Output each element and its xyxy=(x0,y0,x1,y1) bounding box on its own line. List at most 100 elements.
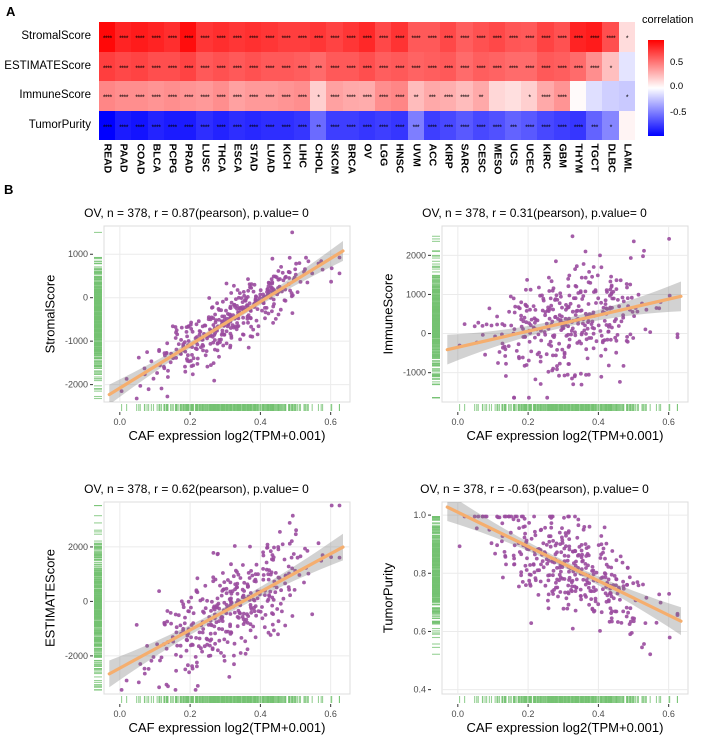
heatmap-cell-tumorpurity-chol: ** xyxy=(310,110,327,140)
significance-stars: **** xyxy=(200,94,210,102)
significance-stars: **** xyxy=(427,65,437,73)
significance-stars: **** xyxy=(184,124,193,132)
heatmap-cell-stromalscore-skcm: **** xyxy=(326,22,343,52)
heatmap-cell-stromalscore-meso: **** xyxy=(488,22,506,52)
heatmap-cell-estimatescore-skcm: **** xyxy=(326,51,343,81)
x-axis-rug xyxy=(459,404,679,411)
significance-stars: **** xyxy=(411,65,421,73)
heatmap-cell-estimatescore-ucs: **** xyxy=(505,51,522,81)
heatmap-cell-immunescore-ucs xyxy=(505,81,522,111)
heatmap-cell-estimatescore-coad: **** xyxy=(131,51,149,81)
heatmap-cell-immunescore-thca: **** xyxy=(212,81,230,111)
significance-stars: **** xyxy=(346,94,356,102)
significance-stars: **** xyxy=(135,65,145,73)
significance-stars: *** xyxy=(428,94,436,102)
heatmap-cell-estimatescore-brca: **** xyxy=(342,51,360,81)
scatter-canvas-immunescore: 0.0 0.2 0.4 0.6 2000 1000 0 -1000 xyxy=(403,225,689,427)
significance-stars: **** xyxy=(232,65,242,73)
significance-stars: **** xyxy=(362,65,372,73)
significance-stars: **** xyxy=(135,124,145,132)
x-axis-rug xyxy=(121,404,341,411)
heatmap-cell-tumorpurity-pcpg: **** xyxy=(163,110,181,140)
significance-stars: **** xyxy=(265,35,275,43)
heatmap-cell-tumorpurity-luad: **** xyxy=(261,110,278,140)
x-axis-rug xyxy=(121,696,341,703)
heatmap-cell-immunescore-kich: **** xyxy=(277,81,295,111)
svg-text:1000: 1000 xyxy=(406,289,426,299)
y-axis-rug xyxy=(94,504,102,691)
heatmap-cell-estimatescore-lihc: **** xyxy=(293,51,311,81)
x-axis-label: CAF expression log2(TPM+0.001) xyxy=(466,428,664,443)
axis-ticks: 0.0 0.2 0.4 0.6 2000 0 -2000 xyxy=(65,542,337,719)
heatmap-column-label-gbm: GBM xyxy=(556,143,569,169)
heatmap-row-label-immunescore: ImmuneScore xyxy=(19,89,91,101)
y-axis-rug xyxy=(432,515,440,655)
significance-stars: **** xyxy=(184,35,193,43)
heatmap-column-label-acc: ACC xyxy=(426,143,439,167)
heatmap-cell-tumorpurity-lihc: **** xyxy=(293,110,311,140)
heatmap-cell-estimatescore-kirc: **** xyxy=(537,51,555,81)
heatmap-cell-stromalscore-esca: **** xyxy=(228,22,246,52)
pancancer-heatmap: StromalScore **** **** **** **** **** **** ****… xyxy=(0,0,708,196)
heatmap-column-label-ov: OV xyxy=(361,143,374,159)
significance-stars: **** xyxy=(590,65,599,73)
heatmap-cell-estimatescore-esca: **** xyxy=(228,51,246,81)
heatmap-cell-tumorpurity-stad: **** xyxy=(245,110,262,140)
heatmap-cell-tumorpurity-ucs: *** xyxy=(505,110,522,140)
significance-stars: **** xyxy=(525,35,534,43)
panel-a-label: A xyxy=(6,4,16,19)
heatmap-cell-estimatescore-cesc: **** xyxy=(472,51,490,81)
heatmap-cell-tumorpurity-laml xyxy=(618,110,636,140)
significance-stars: **** xyxy=(281,35,291,43)
heatmap-cell-immunescore-stad: **** xyxy=(245,81,262,111)
heatmap-cell-tumorpurity-hnsc: **** xyxy=(391,110,408,140)
heatmap-cell-stromalscore-ov: **** xyxy=(358,22,376,52)
significance-stars: **** xyxy=(167,94,177,102)
regression-line xyxy=(445,505,683,623)
plot-title: OV, n = 378, r = 0.31(pearson), p.value=… xyxy=(422,206,647,220)
significance-stars: **** xyxy=(151,124,161,132)
heatmap-cell-immunescore-blca: **** xyxy=(147,81,165,111)
significance-stars: * xyxy=(625,94,629,102)
significance-stars: **** xyxy=(427,35,437,43)
heatmap-cell-estimatescore-laml xyxy=(618,51,636,81)
significance-stars: **** xyxy=(119,124,128,132)
heatmap-column-label-ucec: UCEC xyxy=(523,143,536,174)
significance-stars: **** xyxy=(330,124,340,132)
points-layer xyxy=(119,503,342,692)
x-axis-rug xyxy=(459,696,679,703)
heatmap-cell-tumorpurity-ucec: **** xyxy=(521,110,538,140)
heatmap-cell-immunescore-cesc: ** xyxy=(472,81,490,111)
heatmap-column-label-sarc: SARC xyxy=(458,143,471,174)
heatmap-cell-immunescore-brca: **** xyxy=(342,81,360,111)
heatmap-cell-stromalscore-blca: **** xyxy=(147,22,165,52)
significance-stars: **** xyxy=(443,94,453,102)
svg-text:1000: 1000 xyxy=(68,249,88,259)
heatmap-cell-stromalscore-coad: **** xyxy=(131,22,149,52)
heatmap-cell-tumorpurity-ov: **** xyxy=(358,110,376,140)
heatmap-cell-stromalscore-cesc: **** xyxy=(472,22,490,52)
significance-stars: **** xyxy=(184,94,193,102)
significance-stars: **** xyxy=(395,65,405,73)
heatmap-column-label-dlbc: DLBC xyxy=(605,143,618,173)
plot-title: OV, n = 378, r = 0.87(pearson), p.value=… xyxy=(84,206,309,220)
heatmap-cell-stromalscore-acc: **** xyxy=(423,22,441,52)
correlation-legend: correlation 0.5 0.0 -0.5 xyxy=(636,14,708,140)
legend-tick-low: -0.5 xyxy=(670,107,687,118)
heatmap-cell-immunescore-coad: **** xyxy=(131,81,149,111)
significance-stars: **** xyxy=(476,35,486,43)
significance-stars: **** xyxy=(232,124,242,132)
significance-stars: **** xyxy=(492,35,502,43)
heatmap-cell-stromalscore-hnsc: **** xyxy=(391,22,408,52)
heatmap-cell-immunescore-lusc: **** xyxy=(196,81,214,111)
heatmap-cell-immunescore-dlbc xyxy=(602,81,620,111)
significance-stars: **** xyxy=(248,94,258,102)
heatmap-column-label-thym: THYM xyxy=(572,143,585,174)
heatmap-cell-estimatescore-kich: **** xyxy=(277,51,295,81)
significance-stars: **** xyxy=(378,124,388,132)
heatmap-cell-estimatescore-lgg: **** xyxy=(375,51,392,81)
heatmap-column-label-hnsc: HNSC xyxy=(393,143,406,174)
significance-stars: * xyxy=(609,65,613,73)
gridlines xyxy=(104,226,350,402)
